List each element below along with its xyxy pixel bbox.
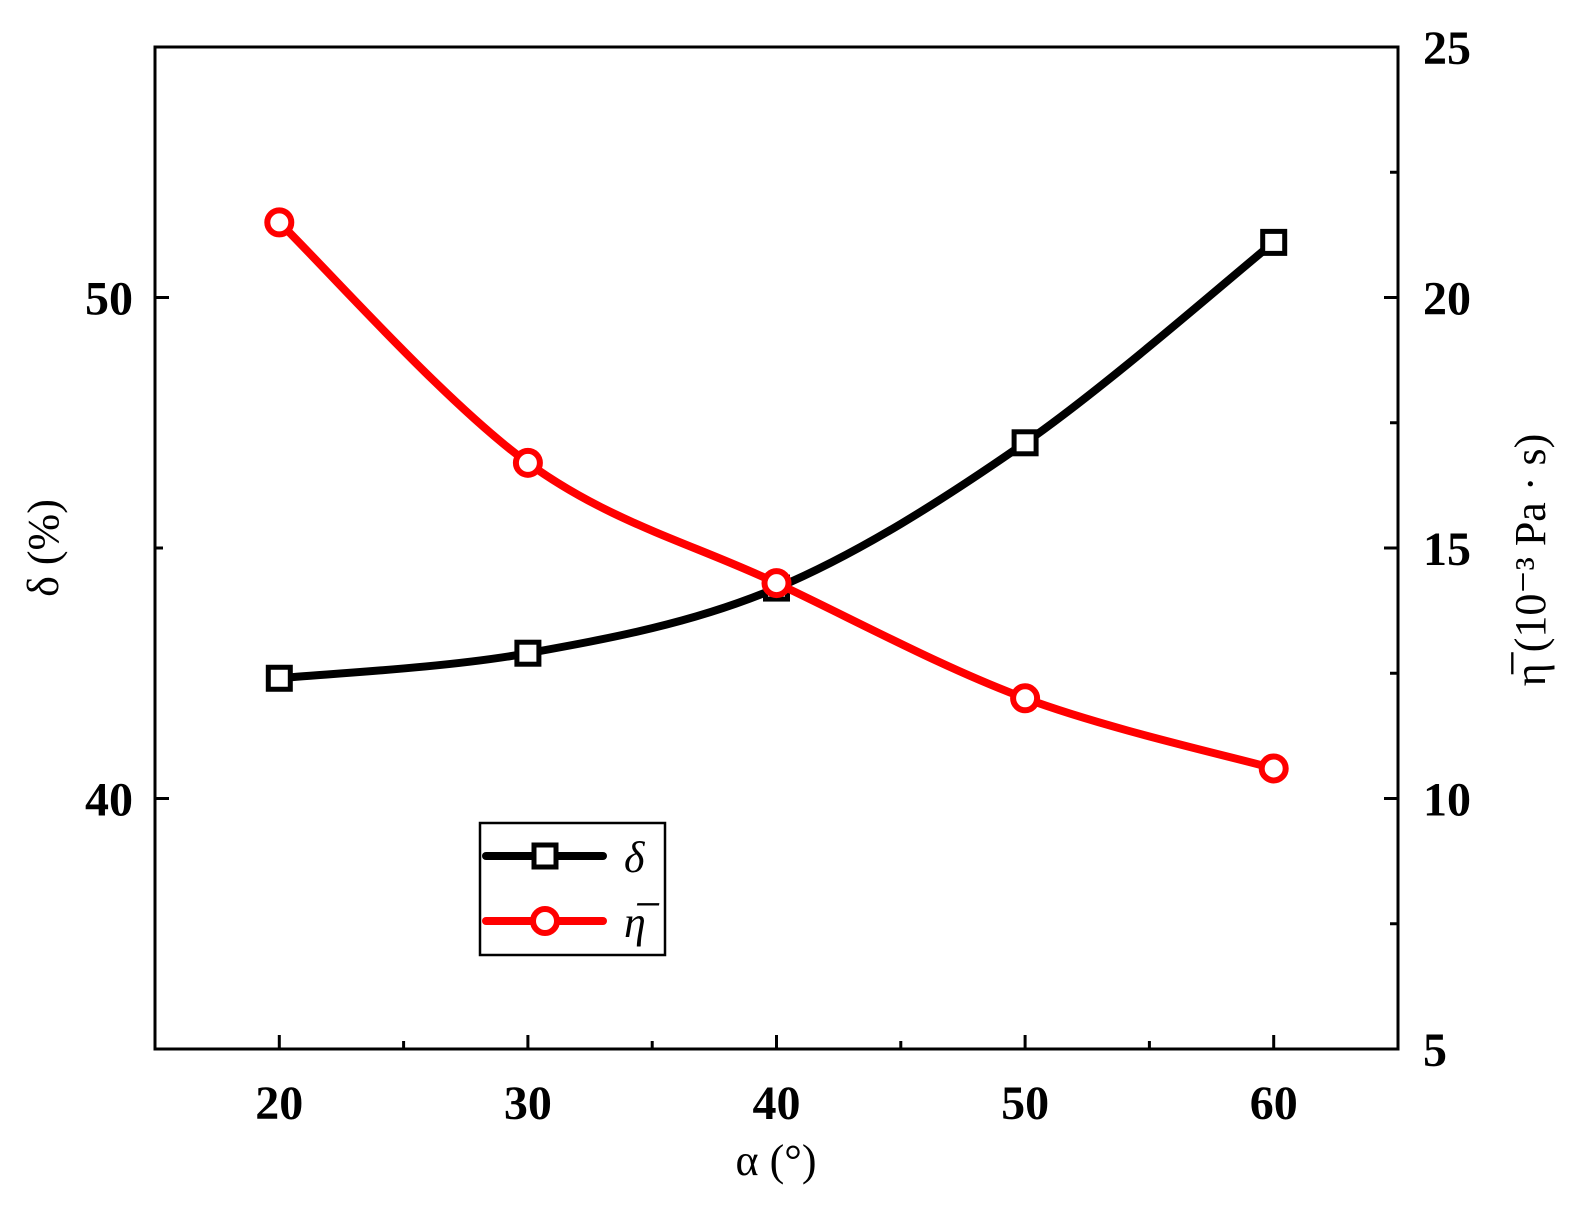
legend-eta-marker <box>530 906 560 936</box>
delta-point <box>265 664 293 692</box>
x-tick-label: 20 <box>255 1077 303 1130</box>
eta-series-line <box>275 218 1278 773</box>
ticks-layer: 20 30 40 50 60 40 50 5 10 15 20 25 <box>85 22 1471 1130</box>
delta-point <box>1011 429 1039 457</box>
delta-series-line <box>275 238 1278 683</box>
y-left-tick-label: 40 <box>85 774 133 827</box>
legend-delta-label: δ <box>624 833 646 882</box>
x-tick-label: 30 <box>504 1077 552 1130</box>
x-tick-label: 50 <box>1001 1077 1049 1130</box>
eta-point <box>761 568 792 599</box>
x-tick-label: 40 <box>753 1077 801 1130</box>
series-layer <box>264 207 1289 784</box>
eta-point <box>1010 683 1041 714</box>
y-right-tick-label: 5 <box>1423 1024 1447 1077</box>
legend-delta-marker <box>531 842 559 870</box>
delta-point <box>1260 228 1288 256</box>
eta-point <box>512 447 543 478</box>
x-axis-title: α (°) <box>736 1136 817 1185</box>
eta-point <box>264 207 295 238</box>
y-right-tick-label: 10 <box>1423 774 1471 827</box>
y-right-tick-label: 20 <box>1423 273 1471 326</box>
y-left-tick-label: 50 <box>85 273 133 326</box>
delta-point <box>514 639 542 667</box>
y-right-tick-label: 25 <box>1423 22 1471 75</box>
y-right-tick-label: 15 <box>1423 523 1471 576</box>
legend-box <box>478 821 667 957</box>
x-tick-label: 60 <box>1250 1077 1298 1130</box>
legend: δη̅ <box>478 821 667 957</box>
plot-frame <box>153 45 1400 1051</box>
eta-point <box>1258 753 1289 784</box>
y-axis-right-title: η̅ (10⁻³ Pa · s) <box>1506 434 1555 687</box>
y-axis-left-title: δ (%) <box>19 499 68 597</box>
